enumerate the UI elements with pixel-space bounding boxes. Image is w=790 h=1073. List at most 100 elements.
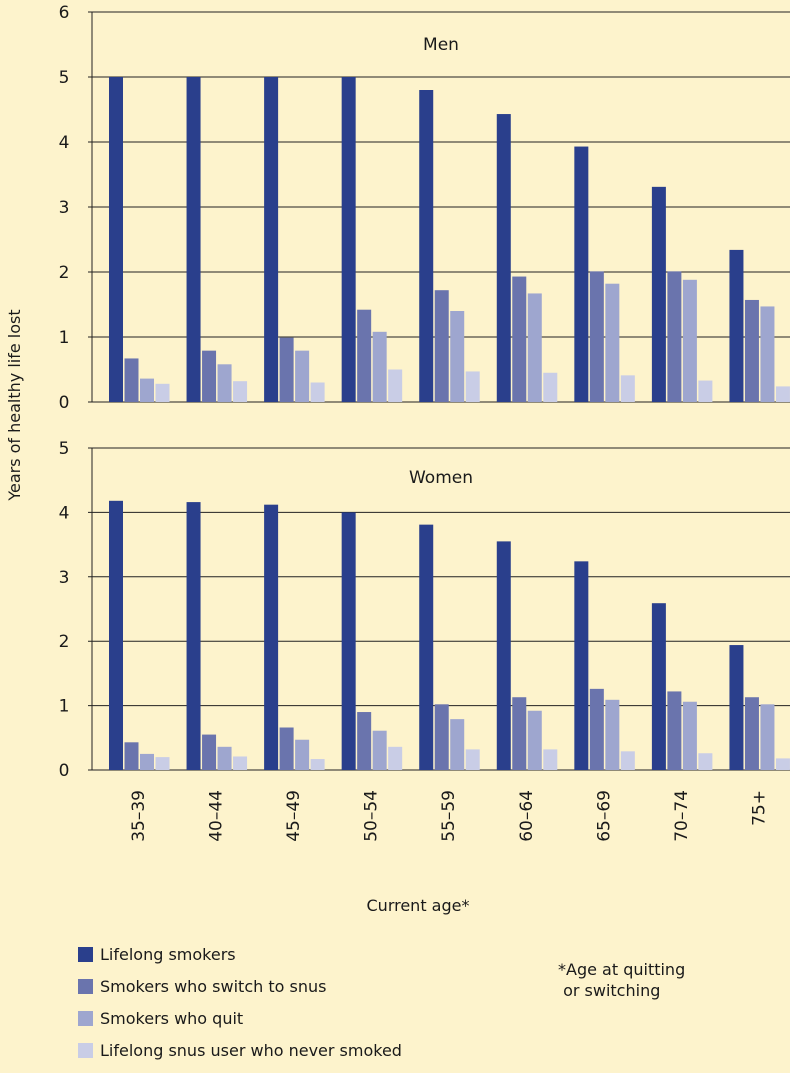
panel-title: Men xyxy=(423,35,459,55)
bar xyxy=(744,697,759,770)
x-tick-label: 60–64 xyxy=(517,790,537,842)
bar xyxy=(698,380,713,402)
bar xyxy=(419,90,434,402)
bar xyxy=(155,757,170,770)
bar xyxy=(527,293,542,402)
bar xyxy=(651,186,666,402)
bar xyxy=(729,249,744,402)
x-tick-label: 50–54 xyxy=(362,790,382,842)
bar xyxy=(279,337,294,402)
y-tick-label: 2 xyxy=(59,632,70,652)
bar xyxy=(372,331,387,402)
bar xyxy=(202,350,217,402)
y-tick-label: 1 xyxy=(59,697,70,717)
y-tick-label: 2 xyxy=(59,263,70,283)
x-axis-title: Current age* xyxy=(367,896,470,915)
legend-label: Lifelong smokers xyxy=(100,945,236,964)
bar xyxy=(775,758,790,770)
bar xyxy=(465,371,480,402)
footnote-line-2: or switching xyxy=(558,981,660,1000)
x-tick-label: 55–59 xyxy=(439,790,459,842)
chart-panels: 0 1 2 3 4 5 6 Men 0 1 2 3 4 5 Women xyxy=(59,3,790,781)
bar xyxy=(295,350,310,402)
x-tick-labels: 35–39 40–44 45–49 50–54 55–59 60–64 65–69 70–74… xyxy=(129,790,769,842)
x-tick-label: 75+ xyxy=(749,790,769,826)
x-tick-label: 35–39 xyxy=(129,790,149,842)
bar xyxy=(186,77,201,402)
bar xyxy=(217,746,232,770)
legend: Lifelong smokers Smokers who switch to sn… xyxy=(78,945,402,1060)
y-tick-label: 4 xyxy=(59,133,70,153)
bar xyxy=(589,688,604,770)
bar xyxy=(295,739,310,770)
legend-swatch xyxy=(78,947,93,962)
bar xyxy=(124,358,139,402)
bar xyxy=(310,382,325,402)
x-tick-label: 40–44 xyxy=(207,790,227,842)
bar xyxy=(124,742,139,770)
bar xyxy=(140,378,154,402)
bar xyxy=(434,290,449,402)
bar xyxy=(527,710,542,770)
bar xyxy=(419,524,434,770)
bar xyxy=(605,699,620,770)
bar xyxy=(760,704,775,770)
bar xyxy=(357,712,372,770)
bar xyxy=(341,77,356,402)
bar xyxy=(667,691,682,770)
bar xyxy=(186,502,201,770)
panel-men: 0 1 2 3 4 5 6 Men xyxy=(59,3,790,413)
y-tick-label: 4 xyxy=(59,503,70,523)
bar xyxy=(620,751,635,770)
bar xyxy=(760,306,775,402)
y-tick-label: 5 xyxy=(59,68,70,88)
bar xyxy=(279,727,294,770)
legend-label: Smokers who quit xyxy=(100,1009,243,1028)
bar xyxy=(434,704,449,770)
bar xyxy=(496,541,511,770)
bar xyxy=(450,311,465,402)
bar xyxy=(682,279,697,402)
legend-swatch xyxy=(78,1011,93,1026)
bar xyxy=(264,504,279,770)
bar xyxy=(264,77,279,402)
footnote-line-1: *Age at quitting xyxy=(558,960,685,979)
panel-title: Women xyxy=(409,468,473,488)
bar xyxy=(543,372,558,402)
x-tick-label: 45–49 xyxy=(284,790,304,842)
bar xyxy=(233,381,248,402)
bar xyxy=(574,561,589,770)
y-tick-label: 3 xyxy=(59,568,70,588)
bar xyxy=(651,603,666,770)
y-tick-label: 3 xyxy=(59,198,70,218)
y-tick-label: 6 xyxy=(59,3,70,23)
bar xyxy=(357,309,372,402)
bar xyxy=(450,719,465,770)
bar xyxy=(729,645,744,770)
legend-swatch xyxy=(78,1043,93,1058)
bar xyxy=(589,271,604,402)
bar xyxy=(109,500,123,770)
bar xyxy=(233,756,248,770)
bar xyxy=(341,512,356,770)
bar xyxy=(155,383,170,402)
y-tick-label: 0 xyxy=(59,761,70,781)
x-tick-label: 65–69 xyxy=(594,790,614,842)
bar xyxy=(512,697,527,770)
bar xyxy=(512,276,527,402)
bar xyxy=(388,369,403,402)
x-tick-label: 70–74 xyxy=(672,790,692,842)
panel-women: 0 1 2 3 4 5 Women xyxy=(59,439,790,781)
bar xyxy=(667,271,682,402)
y-axis-title: Years of healthy life lost xyxy=(5,309,24,501)
bar xyxy=(202,734,217,770)
legend-swatch xyxy=(78,979,93,994)
bar xyxy=(574,146,589,402)
y-tick-label: 0 xyxy=(59,393,70,413)
bar xyxy=(140,753,154,770)
bar xyxy=(775,386,790,402)
bar xyxy=(372,730,387,770)
bar xyxy=(310,759,325,770)
bar xyxy=(543,749,558,770)
